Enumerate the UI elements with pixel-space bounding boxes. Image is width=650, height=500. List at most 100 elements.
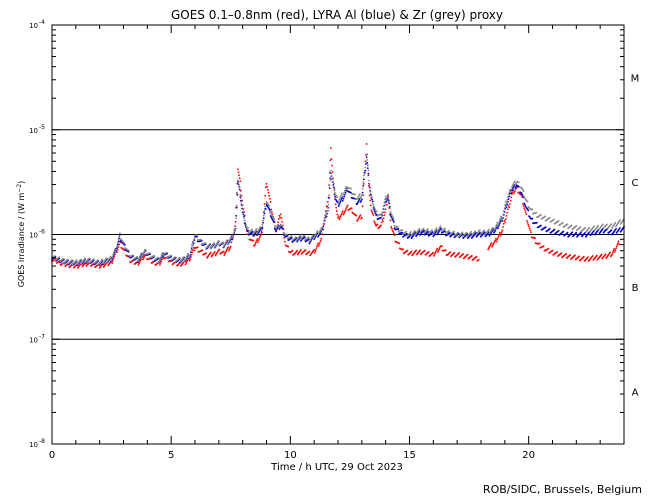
data-point — [267, 191, 270, 194]
data-point — [380, 216, 382, 219]
x-axis-label: Time / h UTC, 29 Oct 2023 — [270, 462, 403, 473]
data-point — [359, 201, 362, 203]
x-tick-label: 15 — [403, 450, 416, 461]
data-point — [531, 208, 534, 211]
data-point — [431, 229, 433, 232]
data-point — [365, 160, 367, 162]
data-point — [524, 204, 526, 206]
data-point — [367, 169, 370, 172]
data-point — [385, 196, 388, 199]
data-point — [341, 195, 344, 198]
data-point — [236, 193, 239, 196]
data-point — [435, 249, 438, 252]
data-point — [329, 146, 332, 149]
data-point — [239, 193, 242, 196]
data-point — [237, 171, 240, 174]
data-point — [337, 202, 339, 204]
data-point — [619, 219, 621, 222]
data-point — [283, 236, 286, 239]
data-point — [373, 205, 375, 208]
data-point — [384, 195, 387, 198]
data-point — [494, 239, 497, 242]
data-point — [504, 203, 507, 206]
data-point — [390, 213, 393, 216]
data-point — [259, 226, 262, 228]
data-point — [535, 211, 538, 214]
data-point — [190, 246, 193, 249]
data-point — [370, 194, 373, 197]
data-point — [570, 224, 573, 227]
data-point — [201, 249, 204, 252]
data-point — [609, 251, 612, 254]
data-point — [513, 192, 515, 195]
data-point — [313, 251, 316, 254]
data-point — [371, 196, 373, 199]
data-point — [307, 238, 310, 241]
data-point — [571, 231, 574, 234]
data-point — [510, 196, 513, 199]
data-point — [509, 203, 511, 205]
data-point — [511, 184, 514, 187]
data-point — [391, 229, 394, 232]
data-point — [53, 255, 56, 257]
data-point — [350, 187, 352, 190]
data-point — [245, 223, 247, 226]
data-point — [361, 205, 364, 208]
data-point — [605, 223, 608, 226]
data-point — [333, 189, 336, 192]
data-point — [363, 171, 366, 174]
data-point — [269, 209, 271, 212]
data-point — [432, 251, 435, 254]
data-point — [277, 223, 279, 226]
data-point — [159, 257, 162, 259]
data-point — [369, 187, 372, 189]
data-point — [423, 249, 426, 252]
data-point — [367, 174, 370, 177]
data-point — [515, 185, 517, 188]
data-point — [186, 259, 189, 262]
data-point — [506, 198, 509, 201]
data-point — [433, 255, 435, 257]
data-point — [336, 213, 339, 216]
data-point — [79, 258, 82, 261]
data-point — [362, 183, 365, 185]
data-point — [118, 237, 121, 240]
data-point — [117, 240, 120, 243]
data-point — [512, 183, 515, 185]
data-point — [245, 225, 248, 228]
data-point — [247, 227, 249, 230]
data-point — [242, 210, 245, 213]
data-point — [334, 203, 337, 206]
data-point — [358, 199, 361, 201]
data-point — [261, 224, 264, 226]
data-point — [515, 182, 517, 185]
data-point — [114, 253, 116, 256]
data-point — [317, 245, 320, 248]
data-point — [231, 234, 234, 237]
data-point — [346, 204, 349, 207]
data-point — [540, 224, 542, 227]
data-point — [314, 249, 317, 252]
data-point — [521, 195, 524, 197]
data-point — [311, 234, 314, 237]
data-point — [373, 207, 376, 210]
data-point — [241, 208, 244, 211]
data-point — [487, 228, 490, 231]
data-point — [159, 262, 162, 264]
data-point — [390, 227, 393, 230]
data-point — [96, 259, 99, 262]
data-point — [136, 255, 139, 258]
data-point — [462, 253, 465, 255]
data-point — [360, 216, 363, 219]
data-point — [343, 212, 346, 214]
data-point — [142, 253, 144, 256]
data-point — [227, 246, 230, 249]
data-point — [208, 243, 211, 246]
data-point — [260, 228, 263, 231]
data-point — [438, 248, 441, 251]
data-point — [75, 259, 78, 262]
data-point — [503, 219, 506, 222]
data-point — [118, 243, 121, 246]
data-point — [574, 254, 576, 257]
data-point — [319, 239, 322, 242]
